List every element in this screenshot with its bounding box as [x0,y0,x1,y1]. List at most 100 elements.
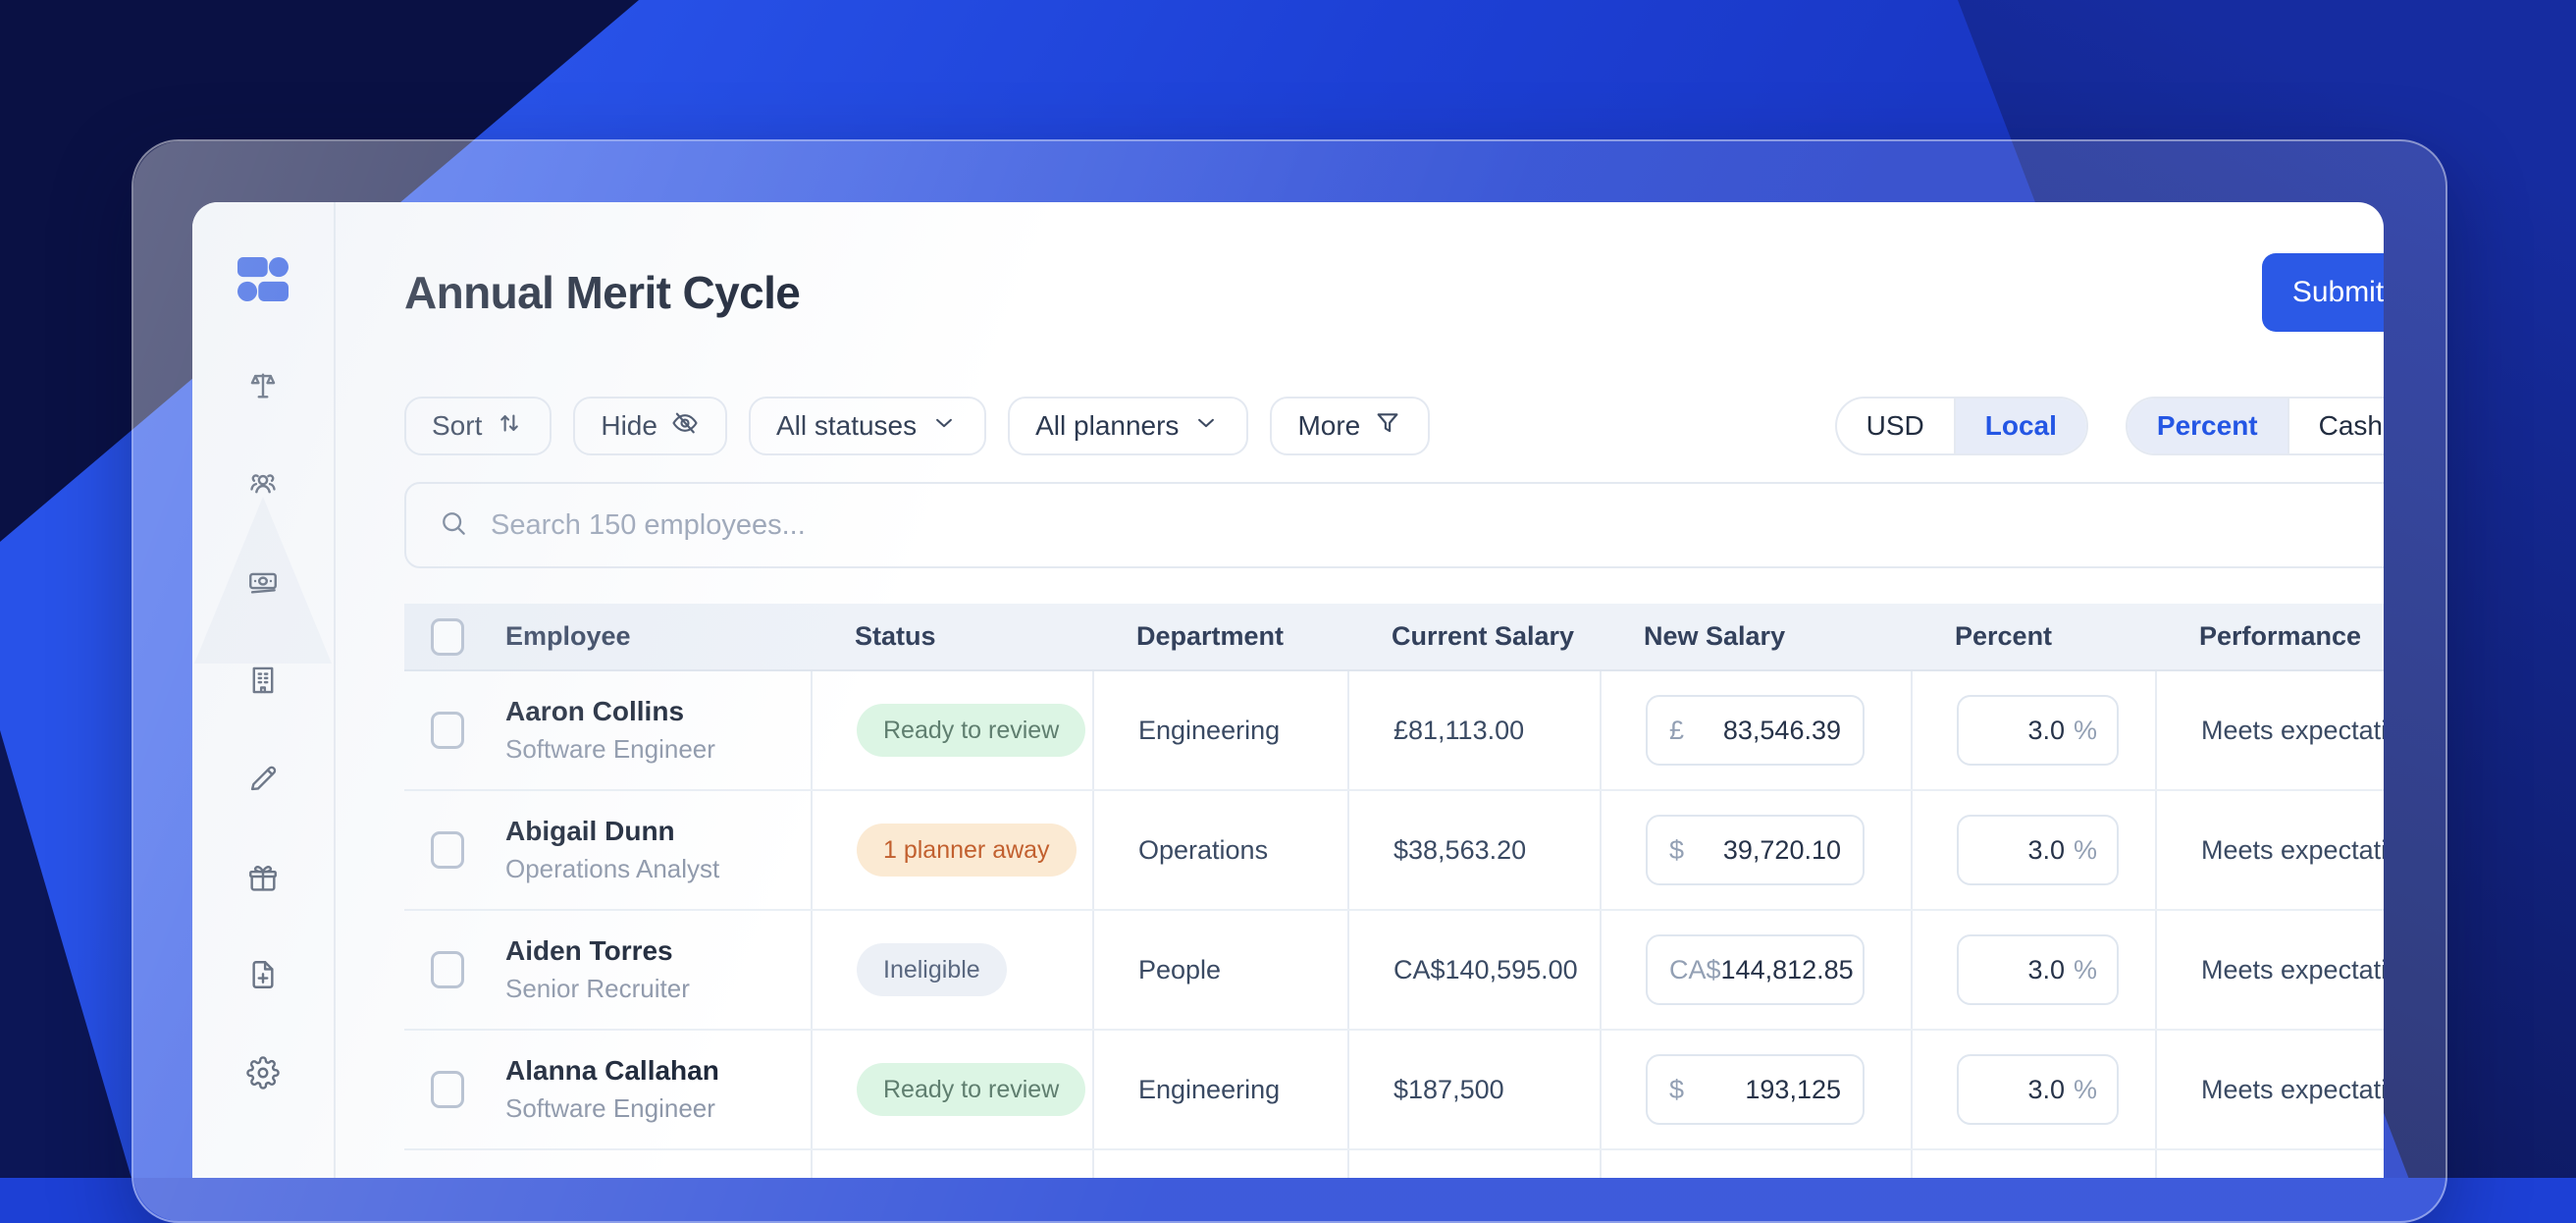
currency-toggle-usd[interactable]: USD [1866,410,1924,441]
department-cell: Engineering [1092,671,1347,789]
new-salary-value: 144,812.85 [1720,954,1854,984]
percent-input[interactable]: 3.0 % [1957,934,2119,1005]
new-salary-input[interactable]: CA$ 144,812.85 [1646,934,1865,1005]
employee-role: Senior Recruiter [505,974,690,1003]
column-header-percent: Percent [1955,621,2053,651]
row-checkbox[interactable] [431,951,464,988]
currency-toggle-local[interactable]: Local [1953,399,2086,453]
hide-button[interactable]: Hide [573,397,727,455]
search-icon [438,507,469,544]
select-all-checkbox[interactable] [431,617,464,656]
chevron-down-icon [929,408,959,445]
app-logo-icon[interactable] [237,257,289,306]
app-window: Annual Merit Cycle Submit Sort Hide [192,202,2384,1178]
percent-unit: % [2073,834,2097,865]
column-header-performance: Performance [2199,621,2362,651]
gear-icon[interactable] [246,1056,280,1090]
filter-chips: Sort Hide [404,397,1431,455]
percent-value: 3.0 [2027,834,2065,865]
row-checkbox[interactable] [431,831,464,869]
performance-cell: Meets expectations [2155,791,2384,909]
column-header-current-salary: Current Salary [1392,621,1575,651]
sidebar-nav [246,369,280,1090]
table-row-partial [404,1150,2384,1178]
file-plus-icon[interactable] [246,958,280,991]
percent-input[interactable]: 3.0 % [1957,695,2119,766]
status-badge: Ready to review [857,1063,1086,1116]
percent-unit: % [2073,715,2097,745]
percent-unit: % [2073,1074,2097,1104]
table-row: Abigail Dunn Operations Analyst 1 planne… [404,791,2384,911]
new-salary-input[interactable]: $ 193,125 [1646,1054,1865,1125]
department-cell: Operations [1092,791,1347,909]
table-row: Alanna Callahan Software Engineer Ready … [404,1031,2384,1150]
amount-toggle-percent[interactable]: Percent [2127,399,2287,453]
performance-cell: Meets expectations [2155,671,2384,789]
currency-prefix: $ [1669,834,1685,865]
sort-button-label: Sort [432,410,483,441]
pencil-icon[interactable] [246,762,280,795]
topbar: Annual Merit Cycle Submit [336,202,2384,332]
percent-input[interactable]: 3.0 % [1957,1054,2119,1125]
sort-arrows-icon [495,408,524,445]
current-salary-cell: CA$140,595.00 [1347,911,1600,1029]
new-salary-value: 83,546.39 [1722,715,1841,745]
statuses-dropdown-label: All statuses [775,410,918,441]
percent-input[interactable]: 3.0 % [1957,815,2119,885]
employee-name: Abigail Dunn [505,816,675,846]
new-salary-value: 193,125 [1745,1074,1841,1104]
chevron-down-icon [1191,408,1221,445]
column-header-status: Status [855,621,936,651]
percent-value: 3.0 [2027,715,2065,745]
percent-value: 3.0 [2027,1074,2065,1104]
currency-prefix: CA$ [1669,954,1721,984]
employee-role: Operations Analyst [505,854,720,883]
display-toggles: USD Local Percent Cash [1834,397,2384,455]
scales-icon[interactable] [246,369,280,402]
status-badge: Ineligible [857,943,1007,996]
currency-prefix: $ [1669,1074,1685,1104]
eye-off-icon [670,408,700,445]
performance-cell: Meets expectations [2155,1031,2384,1148]
row-checkbox[interactable] [431,1071,464,1108]
row-checkbox[interactable] [431,712,464,749]
current-salary-cell: $38,563.20 [1347,791,1600,909]
building-icon[interactable] [246,664,280,697]
main-content: Annual Merit Cycle Submit Sort Hide [336,202,2384,1178]
toolbar: Sort Hide [404,397,2384,455]
performance-cell: Meets expectations [2155,911,2384,1029]
more-filters-label: More [1297,410,1361,441]
funnel-icon [1373,408,1402,445]
hide-button-label: Hide [601,410,657,441]
sidebar [192,202,336,1178]
statuses-dropdown[interactable]: All statuses [748,397,987,455]
sort-button[interactable]: Sort [404,397,552,455]
percent-unit: % [2073,954,2097,984]
employee-name: Aaron Collins [505,696,685,726]
employee-name: Alanna Callahan [505,1055,719,1086]
amount-toggle-cash[interactable]: Cash [2287,399,2384,453]
new-salary-input[interactable]: £ 83,546.39 [1646,695,1865,766]
planners-dropdown[interactable]: All planners [1008,397,1249,455]
users-icon[interactable] [246,467,280,501]
department-cell: People [1092,911,1347,1029]
new-salary-input[interactable]: $ 39,720.10 [1646,815,1865,885]
search-bar [404,482,2384,568]
page-title: Annual Merit Cycle [404,267,801,318]
employee-name: Aiden Torres [505,935,673,966]
status-badge: Ready to review [857,704,1086,757]
employee-role: Software Engineer [505,734,715,764]
percent-value: 3.0 [2027,954,2065,984]
gift-icon[interactable] [246,860,280,893]
search-input[interactable] [489,507,2384,543]
table-row: Aaron Collins Software Engineer Ready to… [404,671,2384,791]
submit-button[interactable]: Submit [2262,253,2384,332]
table-header: Employee Status Department Current Salar… [404,604,2384,671]
banknote-icon[interactable] [246,565,280,599]
column-header-new-salary: New Salary [1644,621,1786,651]
current-salary-cell: $187,500 [1347,1031,1600,1148]
column-header-employee: Employee [505,621,631,651]
more-filters-button[interactable]: More [1270,397,1431,455]
column-header-department: Department [1136,621,1285,651]
status-badge: 1 planner away [857,824,1077,877]
